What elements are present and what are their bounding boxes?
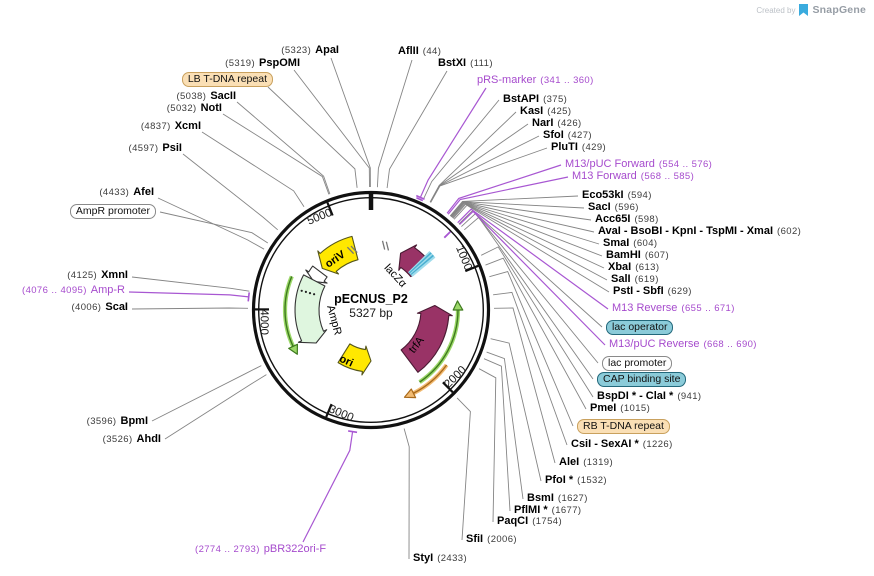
- callout-xcmi: [201, 131, 305, 208]
- callout-m13pucr: [459, 210, 606, 346]
- feature-oriv: [317, 235, 359, 275]
- callout-pmei: [485, 257, 587, 410]
- watermark: Created by SnapGene: [756, 4, 866, 16]
- callout-paqci: [478, 368, 497, 523]
- direction-arrow-green-left: [282, 275, 298, 355]
- lac-region-hatch: [408, 251, 436, 277]
- callout-prs: [419, 87, 487, 198]
- callout-alei: [493, 307, 556, 464]
- callout-m13pucf: [446, 164, 562, 214]
- callout-rb: [489, 271, 574, 427]
- callout-bstxi: [386, 70, 448, 189]
- callout-m13rev: [457, 208, 609, 310]
- callout-ampr_r: [128, 291, 249, 298]
- snapgene-brand: SnapGene: [812, 4, 866, 16]
- callout-noti: [222, 113, 330, 195]
- tick-5000: [326, 202, 334, 216]
- direction-arrow-green-right: [418, 300, 464, 384]
- callout-amprprom: [159, 211, 269, 244]
- feature-ampr: [294, 274, 328, 344]
- callout-lb: [267, 86, 358, 188]
- callout-apai: [330, 57, 371, 188]
- callout-aflii: [376, 59, 413, 188]
- plasmid-name: pECNUS_P2: [334, 292, 408, 306]
- callout-styi: [403, 428, 410, 560]
- sequence-break-marks: [346, 240, 390, 255]
- feature-lacz: [398, 244, 430, 278]
- callout-m13f: [447, 176, 569, 215]
- callout-bamhi: [451, 202, 603, 257]
- feature-label-ori: ori: [337, 353, 355, 370]
- callout-bpmi: [151, 365, 262, 422]
- feature-trfa: [400, 304, 453, 373]
- callout-pfoi: [490, 338, 542, 482]
- callout-pflmi: [483, 358, 511, 512]
- callout-xbai: [452, 203, 605, 269]
- callout-sali: [452, 203, 608, 281]
- callout-pspomi: [293, 69, 370, 188]
- callout-cap: [464, 216, 594, 380]
- callout-ahdi: [164, 374, 267, 440]
- callout-csii: [493, 291, 568, 446]
- ampr-truncation-dots: [300, 289, 316, 296]
- callout-afei: [157, 197, 265, 250]
- callout-psii: [182, 153, 278, 231]
- callout-bspdi: [481, 246, 594, 398]
- tick-3000: [325, 403, 333, 418]
- direction-arrow-orange: [403, 363, 449, 399]
- tick-2000: [442, 381, 454, 394]
- callout-sacii: [236, 101, 331, 195]
- callout-sfoi: [430, 135, 540, 203]
- tick-1000: [464, 264, 479, 273]
- snapgene-logo-icon: [799, 4, 809, 16]
- created-by-text: Created by: [756, 5, 796, 15]
- callout-nari: [429, 123, 529, 203]
- callout-bstapi: [423, 99, 500, 199]
- callout-scai: [131, 307, 249, 310]
- plasmid-size: 5327 bp: [349, 306, 393, 320]
- tick-label-4000: 4000: [258, 309, 270, 335]
- callout-xmni: [131, 276, 250, 292]
- plasmid-title: pECNUS_P2 5327 bp: [271, 292, 471, 320]
- callout-sfii: [456, 397, 471, 541]
- callout-pluti: [430, 147, 548, 203]
- feature-ampr-promoter-arrow: [305, 265, 328, 284]
- callout-acc65i: [450, 201, 592, 221]
- callout-pbr322: [302, 431, 354, 543]
- feature-ori: [337, 343, 372, 376]
- callout-psti: [453, 204, 610, 293]
- callout-bsmi: [486, 351, 524, 500]
